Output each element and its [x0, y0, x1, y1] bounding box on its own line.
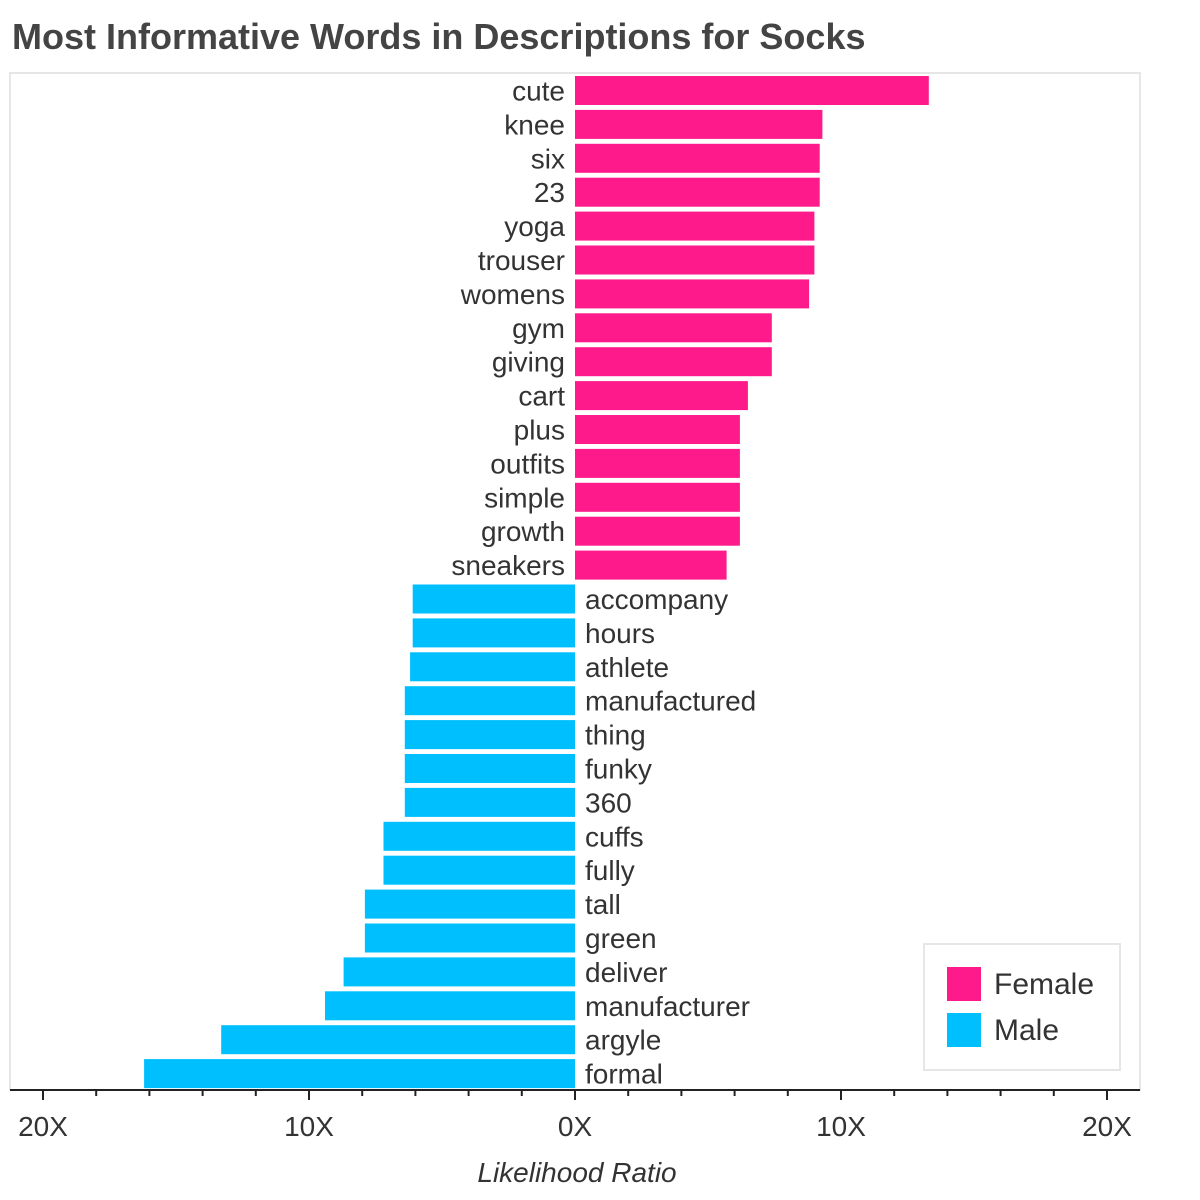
bar-label-knee: knee: [504, 109, 565, 140]
bar-cute: [575, 76, 929, 105]
bar-thing: [404, 720, 575, 750]
chart-title: Most Informative Words in Descriptions f…: [12, 16, 866, 57]
x-tick-label: 20X: [18, 1111, 68, 1142]
bar-fully: [383, 855, 575, 885]
bar-green: [364, 923, 575, 953]
x-tick-label: 10X: [284, 1111, 334, 1142]
bar-six: [575, 143, 820, 173]
bar-hours: [412, 618, 575, 648]
bar-argyle: [221, 1025, 575, 1055]
bar-deliver: [343, 957, 575, 987]
bar-growth: [575, 516, 740, 546]
bar-label-sneakers: sneakers: [451, 550, 565, 581]
bar-label-plus: plus: [514, 415, 565, 446]
bar-giving: [575, 347, 772, 377]
x-tick-label: 10X: [816, 1111, 866, 1142]
bar-manufactured: [404, 686, 575, 716]
bar-360: [404, 787, 575, 817]
bar-cart: [575, 381, 748, 411]
bar-label-argyle: argyle: [585, 1025, 661, 1056]
bar-label-athlete: athlete: [585, 652, 669, 683]
bar-formal: [144, 1059, 575, 1089]
bar-label-fully: fully: [585, 855, 635, 886]
bar-athlete: [410, 652, 575, 682]
bar-label-manufactured: manufactured: [585, 686, 756, 717]
x-tick-label: 0X: [558, 1111, 593, 1142]
bar-label-growth: growth: [481, 516, 565, 547]
x-axis: 20X 10X 0X 10X 20X: [10, 1089, 1140, 1142]
bars-layer: cutekneesix23yogatrouserwomensgymgivingc…: [144, 76, 929, 1090]
bar-label-funky: funky: [585, 754, 652, 785]
bar-label-formal: formal: [585, 1059, 663, 1090]
legend-box: [923, 943, 1121, 1071]
bar-womens: [575, 279, 810, 309]
bar-label-simple: simple: [484, 482, 565, 513]
bar-label-trouser: trouser: [478, 245, 565, 276]
legend-swatch-female: [947, 967, 981, 1001]
bar-label-yoga: yoga: [504, 211, 565, 242]
bar-simple: [575, 482, 740, 512]
bar-label-green: green: [585, 923, 657, 954]
bar-label-manufacturer: manufacturer: [585, 991, 750, 1022]
bar-label-cute: cute: [512, 76, 565, 107]
x-axis-title: Likelihood Ratio: [477, 1157, 676, 1188]
bar-label-thing: thing: [585, 720, 646, 751]
bar-sneakers: [575, 550, 727, 580]
bar-label-cuffs: cuffs: [585, 821, 644, 852]
bar-manufacturer: [325, 991, 575, 1021]
bar-label-giving: giving: [492, 347, 565, 378]
bar-label-accompany: accompany: [585, 584, 728, 615]
bar-23: [575, 177, 820, 207]
bar-label-womens: womens: [460, 279, 565, 310]
legend-label-female: Female: [994, 968, 1094, 1001]
x-tick-label: 20X: [1082, 1111, 1132, 1142]
legend-label-male: Male: [994, 1014, 1059, 1047]
bar-trouser: [575, 245, 815, 275]
bar-accompany: [412, 584, 575, 614]
bar-outfits: [575, 448, 740, 478]
bar-tall: [364, 889, 575, 919]
bar-label-deliver: deliver: [585, 957, 667, 988]
bar-gym: [575, 313, 772, 343]
bar-knee: [575, 109, 823, 139]
legend: Female Male: [923, 943, 1121, 1071]
bar-plus: [575, 415, 740, 444]
bar-label-outfits: outfits: [490, 448, 565, 479]
bar-label-gym: gym: [512, 313, 565, 344]
bar-label-cart: cart: [518, 381, 565, 412]
bar-label-23: 23: [534, 177, 565, 208]
bar-label-six: six: [531, 143, 565, 174]
bar-label-360: 360: [585, 787, 632, 818]
bar-yoga: [575, 211, 815, 241]
bar-label-tall: tall: [585, 889, 621, 920]
bar-cuffs: [383, 821, 575, 851]
legend-swatch-male: [947, 1013, 981, 1047]
bar-label-hours: hours: [585, 618, 655, 649]
bar-funky: [404, 754, 575, 783]
